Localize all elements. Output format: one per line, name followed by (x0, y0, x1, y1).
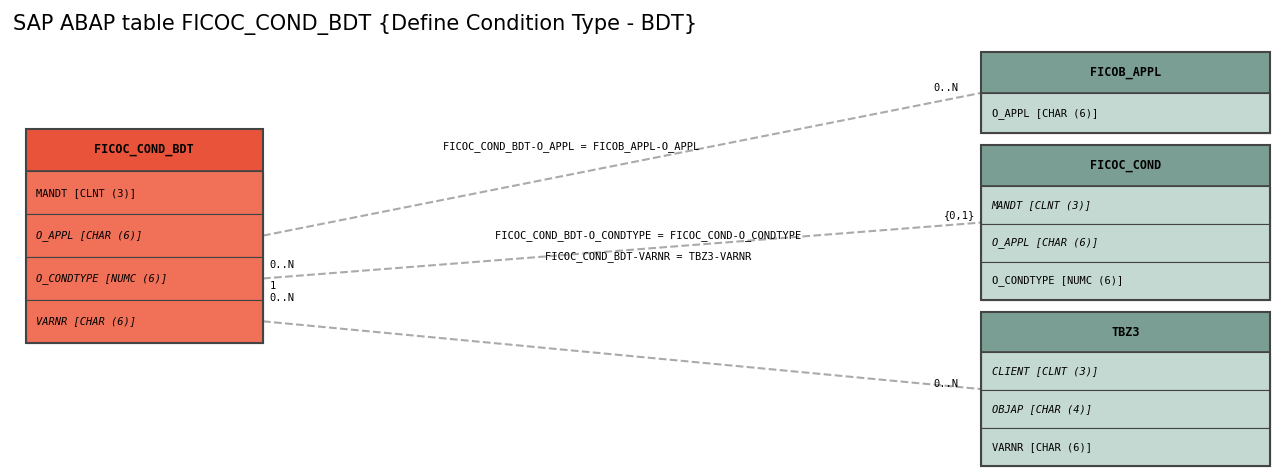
FancyBboxPatch shape (981, 93, 1270, 133)
Text: FICOC_COND_BDT-VARNR = TBZ3-VARNR: FICOC_COND_BDT-VARNR = TBZ3-VARNR (545, 251, 751, 262)
Text: O_APPL [CHAR (6)]: O_APPL [CHAR (6)] (992, 238, 1098, 248)
FancyBboxPatch shape (981, 352, 1270, 390)
Text: 1: 1 (269, 281, 276, 291)
FancyBboxPatch shape (981, 262, 1270, 300)
Text: 0..N: 0..N (269, 293, 294, 303)
Text: CLIENT [CLNT (3)]: CLIENT [CLNT (3)] (992, 366, 1098, 377)
FancyBboxPatch shape (981, 145, 1270, 186)
Text: {0,1}: {0,1} (944, 210, 975, 220)
Text: 0..N: 0..N (934, 83, 958, 93)
FancyBboxPatch shape (981, 390, 1270, 428)
Text: VARNR [CHAR (6)]: VARNR [CHAR (6)] (36, 316, 136, 327)
FancyBboxPatch shape (26, 129, 263, 171)
FancyBboxPatch shape (26, 214, 263, 257)
Text: O_CONDTYPE [NUMC (6)]: O_CONDTYPE [NUMC (6)] (36, 273, 167, 284)
Text: FICOC_COND_BDT-O_APPL = FICOB_APPL-O_APPL: FICOC_COND_BDT-O_APPL = FICOB_APPL-O_APP… (443, 141, 699, 152)
FancyBboxPatch shape (981, 224, 1270, 262)
Text: SAP ABAP table FICOC_COND_BDT {Define Condition Type - BDT}: SAP ABAP table FICOC_COND_BDT {Define Co… (13, 14, 697, 35)
Text: FICOC_COND_BDT: FICOC_COND_BDT (95, 143, 194, 157)
FancyBboxPatch shape (981, 186, 1270, 224)
Text: FICOB_APPL: FICOB_APPL (1091, 66, 1161, 79)
Text: O_APPL [CHAR (6)]: O_APPL [CHAR (6)] (992, 108, 1098, 119)
FancyBboxPatch shape (26, 300, 263, 343)
Text: 0..N: 0..N (934, 379, 958, 389)
Text: VARNR [CHAR (6)]: VARNR [CHAR (6)] (992, 442, 1092, 453)
Text: O_CONDTYPE [NUMC (6)]: O_CONDTYPE [NUMC (6)] (992, 276, 1123, 286)
Text: 0..N: 0..N (269, 260, 294, 270)
FancyBboxPatch shape (26, 257, 263, 300)
Text: MANDT [CLNT (3)]: MANDT [CLNT (3)] (36, 188, 136, 198)
Text: FICOC_COND_BDT-O_CONDTYPE = FICOC_COND-O_CONDTYPE: FICOC_COND_BDT-O_CONDTYPE = FICOC_COND-O… (495, 230, 801, 241)
Text: O_APPL [CHAR (6)]: O_APPL [CHAR (6)] (36, 230, 142, 241)
FancyBboxPatch shape (981, 312, 1270, 352)
FancyBboxPatch shape (26, 171, 263, 214)
FancyBboxPatch shape (981, 428, 1270, 466)
Text: TBZ3: TBZ3 (1111, 326, 1141, 338)
Text: FICOC_COND: FICOC_COND (1091, 159, 1161, 172)
Text: OBJAP [CHAR (4)]: OBJAP [CHAR (4)] (992, 404, 1092, 415)
Text: MANDT [CLNT (3)]: MANDT [CLNT (3)] (992, 199, 1092, 210)
FancyBboxPatch shape (981, 52, 1270, 93)
